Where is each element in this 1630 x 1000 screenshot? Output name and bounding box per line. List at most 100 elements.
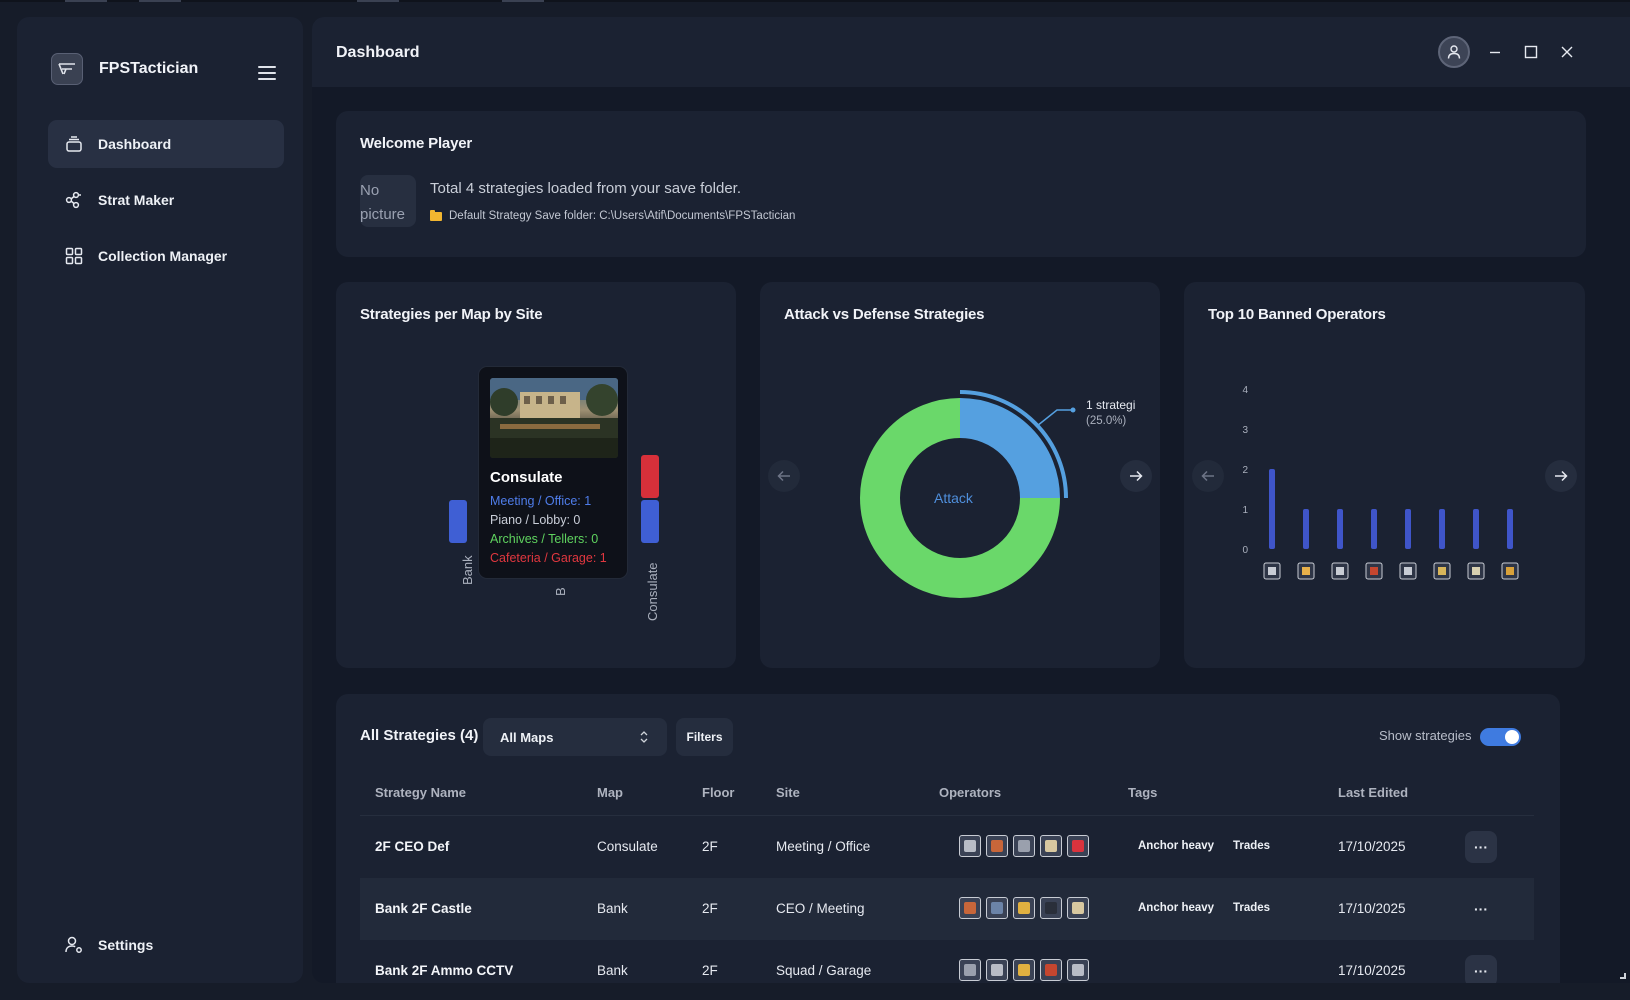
col-site[interactable]: Site <box>776 785 800 800</box>
show-strategies-label: Show strategies <box>1379 728 1472 743</box>
row-more-button[interactable]: ··· <box>1465 831 1497 863</box>
tag-badge: Trades <box>1233 902 1271 914</box>
operator-bar[interactable] <box>1371 509 1377 549</box>
ellipsis-icon: ··· <box>1474 963 1488 979</box>
chevron-updown-icon <box>640 731 648 743</box>
operator-icon <box>1067 897 1089 919</box>
operator-bar[interactable] <box>1507 509 1513 549</box>
map-select[interactable]: All Maps <box>483 718 667 756</box>
avatar[interactable] <box>1438 36 1470 68</box>
col-tags[interactable]: Tags <box>1128 785 1158 800</box>
cell-site: Squad / Garage <box>776 963 872 978</box>
maximize-icon[interactable] <box>1521 42 1541 62</box>
sidebar-item-strat-maker[interactable]: Strat Maker <box>48 176 284 224</box>
operators-next-arrow-icon[interactable] <box>1545 460 1577 492</box>
sidebar-item-label: Dashboard <box>98 136 172 152</box>
operator-icon <box>1067 959 1089 981</box>
table-header: Strategy Name Map Floor Site Operators T… <box>360 772 1534 816</box>
banned-operators-chart: 0 1 2 3 4 <box>1242 385 1519 580</box>
nodes-icon <box>64 190 84 210</box>
table-row[interactable]: Bank 2F Ammo CCTV Bank 2F Squad / Garage 17/… <box>360 940 1534 983</box>
sidebar-item-dashboard[interactable]: Dashboard <box>48 120 284 168</box>
operator-icon-glyph <box>1268 567 1276 575</box>
callout-count: 1 strategi <box>1086 398 1136 412</box>
x-label-bank: Bank <box>460 555 475 585</box>
cell-operators <box>959 835 1094 857</box>
operators-prev-arrow-icon[interactable] <box>1192 460 1224 492</box>
sidebar-item-collection-manager[interactable]: Collection Manager <box>48 232 284 280</box>
bar-consulate-meeting[interactable] <box>641 500 659 543</box>
operator-bar[interactable] <box>1473 509 1479 549</box>
chart-next-arrow-icon[interactable] <box>1120 460 1152 492</box>
operator-icon <box>1040 959 1062 981</box>
map-chart-title: Strategies per Map by Site <box>360 306 543 323</box>
table-row[interactable]: 2F CEO Def Consulate 2F Meeting / Office Anc… <box>360 816 1534 878</box>
donut-slice-attack <box>860 398 1060 598</box>
x-label-consulate: Consulate <box>645 562 660 621</box>
y-tick-label: 0 <box>1242 545 1248 556</box>
y-tick-label: 3 <box>1242 425 1248 436</box>
chart-prev-arrow-icon[interactable] <box>768 460 800 492</box>
cell-last-edited: 17/10/2025 <box>1338 839 1406 854</box>
row-more-button[interactable]: ··· <box>1465 893 1497 925</box>
cell-floor: 2F <box>702 839 718 854</box>
cell-strategy-name: Bank 2F Ammo CCTV <box>375 963 514 978</box>
bar-consulate-cafeteria[interactable] <box>641 455 659 498</box>
operator-icon <box>1013 897 1035 919</box>
tooltip-line-cafeteria: Cafeteria / Garage: 1 <box>490 551 607 565</box>
cell-map: Bank <box>597 901 628 916</box>
page-title: Dashboard <box>336 44 420 61</box>
save-folder-path: Default Strategy Save folder: C:\Users\A… <box>449 210 796 222</box>
operator-icon <box>959 835 981 857</box>
operator-bar[interactable] <box>1303 509 1309 549</box>
map-tooltip: Consulate Meeting / Office: 1 Piano / Lo… <box>478 366 628 579</box>
operator-bar[interactable] <box>1405 509 1411 549</box>
operator-icon-glyph <box>1370 567 1378 575</box>
col-strategy-name[interactable]: Strategy Name <box>375 785 467 800</box>
tag-badge: Trades <box>1233 840 1271 852</box>
hamburger-menu-icon[interactable] <box>258 66 276 82</box>
minimize-icon[interactable] <box>1485 42 1505 62</box>
close-icon[interactable] <box>1557 42 1577 62</box>
donut-chart <box>860 390 1076 598</box>
col-operators[interactable]: Operators <box>939 785 1002 800</box>
table-row[interactable]: Bank 2F Castle Bank 2F CEO / Meeting Anchor … <box>360 878 1534 940</box>
main-area: Dashboard Welcome Player No picture Tota… <box>312 17 1630 983</box>
operator-bar[interactable] <box>1439 509 1445 549</box>
cell-last-edited: 17/10/2025 <box>1338 901 1406 916</box>
resize-grip-icon[interactable] <box>1620 973 1626 979</box>
strategy-summary: Total 4 strategies loaded from your save… <box>430 180 742 197</box>
operator-icon-glyph <box>1438 567 1446 575</box>
operator-icon <box>986 835 1008 857</box>
operator-icon <box>986 897 1008 919</box>
sidebar-item-settings[interactable]: Settings <box>48 921 284 969</box>
strategies-title: All Strategies (4) <box>360 727 479 744</box>
col-last-edited[interactable]: Last Edited <box>1338 785 1409 800</box>
welcome-card: Welcome Player No picture Total 4 strate… <box>336 111 1586 257</box>
tag-badge: Anchor heavy <box>1138 902 1215 914</box>
tag-badge: Anchor heavy <box>1138 840 1215 852</box>
cell-map: Bank <box>597 963 628 978</box>
cell-site: Meeting / Office <box>776 839 871 854</box>
bar-bank-meeting[interactable] <box>449 500 467 543</box>
operator-bar[interactable] <box>1269 469 1275 549</box>
show-strategies-toggle[interactable] <box>1480 728 1521 746</box>
banned-operators-card: Top 10 Banned Operators 0 1 2 3 4 <box>1184 282 1585 668</box>
row-more-button[interactable]: ··· <box>1465 955 1497 983</box>
operator-icon <box>959 897 981 919</box>
y-tick-label: 2 <box>1242 465 1248 476</box>
donut-center-label: Attack <box>934 490 973 506</box>
folder-icon <box>430 209 442 221</box>
user-icon <box>1447 45 1461 59</box>
callout-line <box>1036 409 1073 427</box>
attack-defense-card: Attack vs Defense Strategies Attack 1 st… <box>760 282 1160 668</box>
header: Dashboard <box>312 17 1630 87</box>
ellipsis-icon: ··· <box>1474 901 1488 917</box>
cell-operators <box>959 897 1094 919</box>
operator-icon-glyph <box>1506 567 1514 575</box>
col-map[interactable]: Map <box>597 785 623 800</box>
attack-defense-title: Attack vs Defense Strategies <box>784 306 985 323</box>
operator-bar[interactable] <box>1337 509 1343 549</box>
filters-button[interactable]: Filters <box>676 718 733 756</box>
col-floor[interactable]: Floor <box>702 785 735 800</box>
